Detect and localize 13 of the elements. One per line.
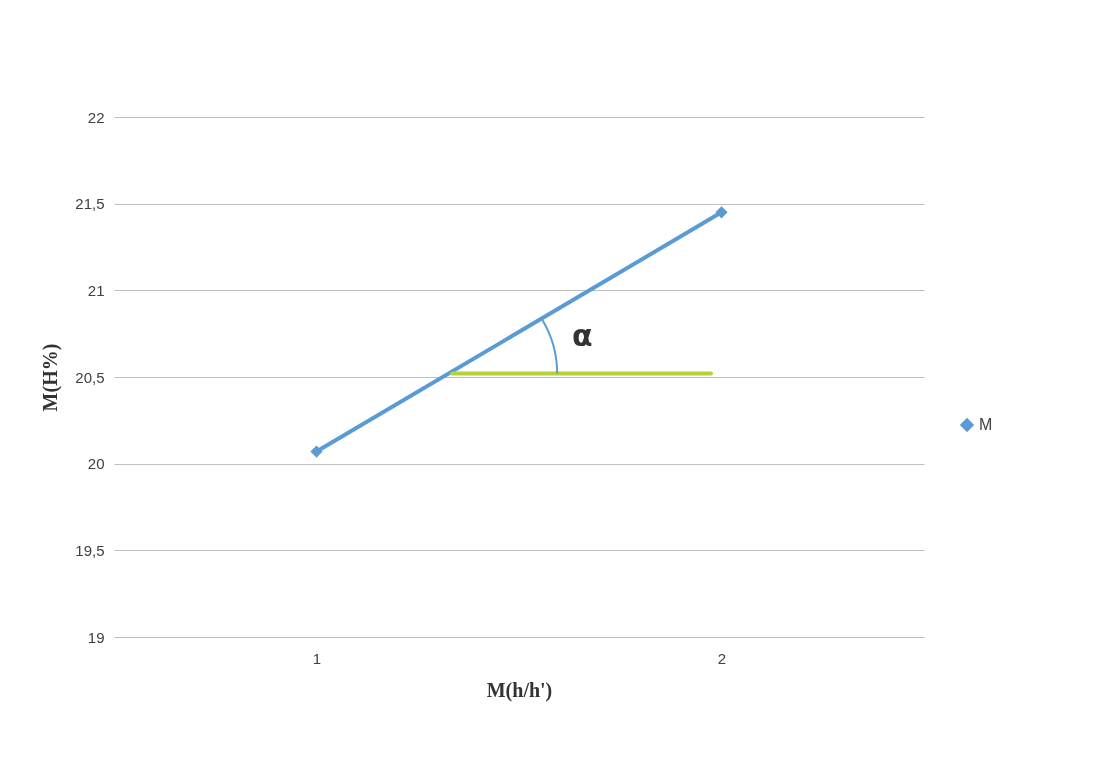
y-tick-label: 21,5 bbox=[75, 195, 105, 213]
legend-label: M bbox=[979, 416, 993, 433]
y-tick-label: 20,5 bbox=[75, 368, 105, 386]
y-tick-label: 19,5 bbox=[75, 541, 105, 559]
y-tick-label: 22 bbox=[87, 108, 105, 126]
x-tick-label: 2 bbox=[717, 649, 727, 667]
y-tick-label: 20 bbox=[87, 455, 105, 473]
x-axis-title: M(h/h') bbox=[486, 678, 553, 702]
x-tick-label: 1 bbox=[312, 649, 322, 667]
y-tick-label: 19 bbox=[87, 628, 105, 646]
y-tick-label: 21 bbox=[87, 281, 105, 299]
annotation: α bbox=[572, 317, 593, 353]
y-axis-title: M(H%) bbox=[39, 343, 63, 412]
